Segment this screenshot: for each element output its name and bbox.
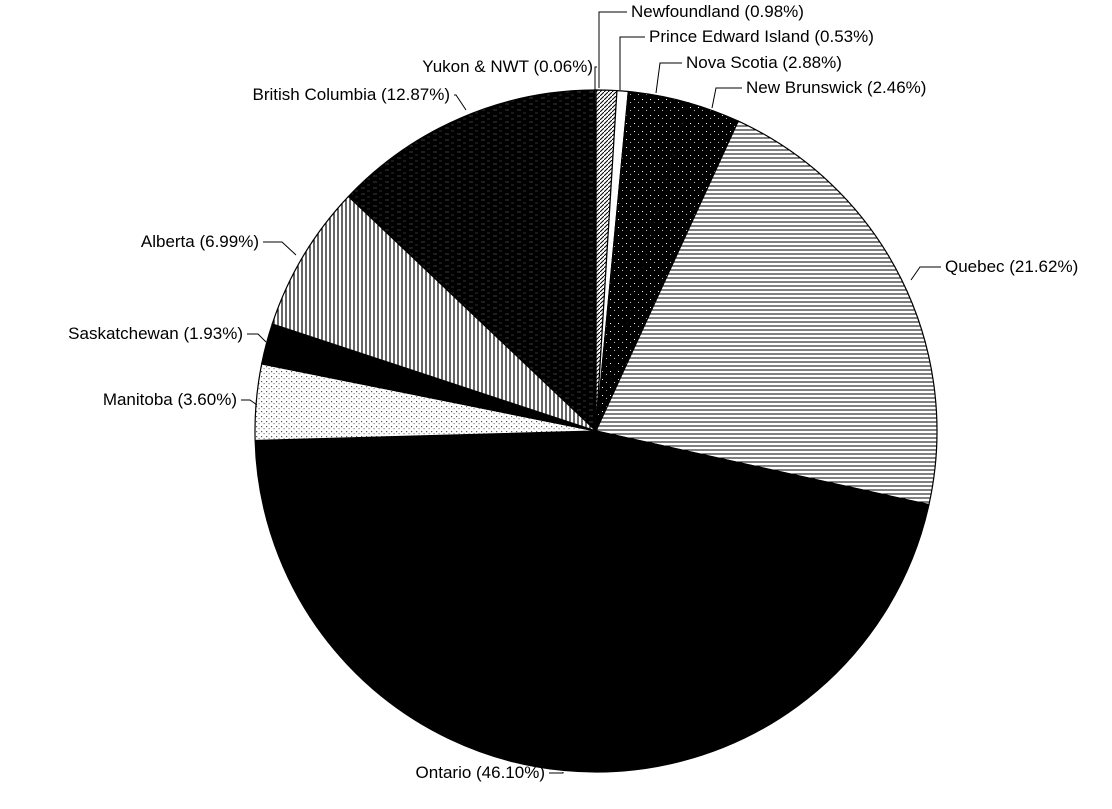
slice-label-ontario: Ontario (46.10%): [416, 763, 545, 782]
pie-slice-ontario: [254, 430, 930, 773]
leader-line-prince-edward-island: [619, 36, 645, 90]
pie-slice-alberta: [271, 195, 597, 432]
leader-line-yukon-nwt: [594, 66, 597, 90]
slice-label-british-columbia: British Columbia (12.87%): [253, 85, 450, 104]
slice-label-alberta: Alberta (6.99%): [141, 232, 259, 251]
leader-line-newfoundland: [598, 11, 627, 88]
leader-line-new-brunswick: [711, 87, 742, 109]
pie-slice-british-columbia: [347, 89, 597, 433]
leader-line-nova-scotia: [655, 62, 682, 94]
leader-line-alberta: [263, 241, 297, 256]
slice-label-prince-edward-island: Prince Edward Island (0.53%): [649, 27, 874, 46]
slice-label-saskatchewan: Saskatchewan (1.93%): [68, 324, 243, 343]
slice-label-manitoba: Manitoba (3.60%): [103, 390, 237, 409]
pie-slice-quebec: [595, 120, 938, 506]
leader-line-ontario: [549, 772, 564, 774]
leader-line-british-columbia: [454, 94, 467, 111]
slice-label-new-brunswick: New Brunswick (2.46%): [746, 78, 926, 97]
slice-label-yukon-nwt: Yukon & NWT (0.06%): [422, 57, 593, 76]
slice-label-nova-scotia: Nova Scotia (2.88%): [686, 53, 842, 72]
slice-label-newfoundland: Newfoundland (0.98%): [631, 2, 804, 21]
leader-line-manitoba: [241, 399, 258, 406]
leader-line-quebec: [910, 266, 941, 281]
slice-label-quebec: Quebec (21.62%): [945, 257, 1078, 276]
leader-line-saskatchewan: [247, 333, 267, 343]
